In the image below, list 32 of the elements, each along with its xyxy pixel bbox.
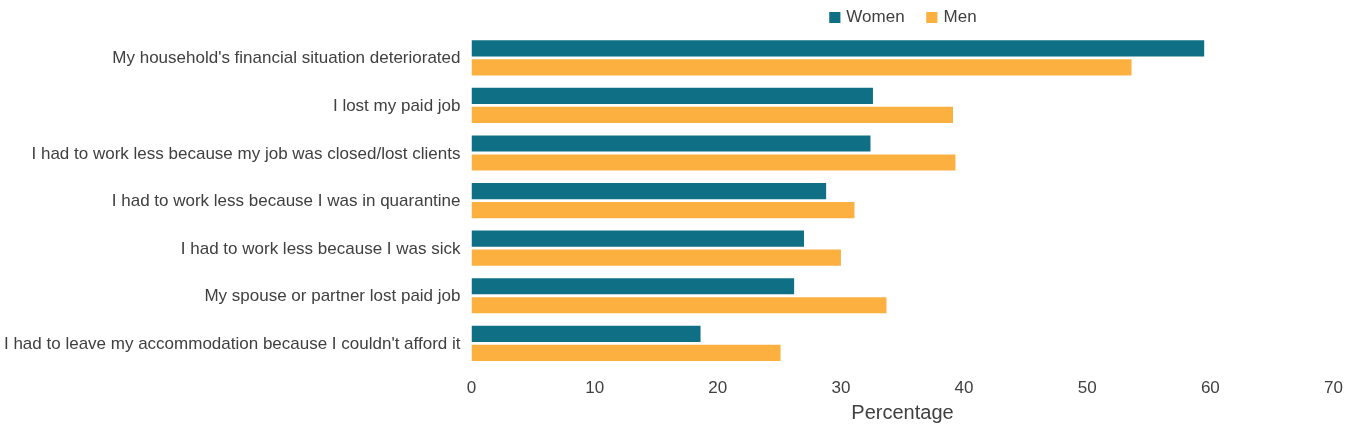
bar	[471, 230, 804, 247]
x-tick-label: 20	[708, 377, 728, 397]
bar	[471, 106, 953, 124]
y-tick-label: I had to leave my accommodation because I couldn't afford it	[3, 333, 461, 353]
x-tick-label: 50	[1077, 377, 1097, 397]
y-tick-label: My household's financial situation deteriorated	[112, 48, 461, 68]
x-axis-title: Percentage	[851, 400, 954, 423]
bar	[471, 154, 956, 171]
x-tick-label: 70	[1324, 377, 1343, 397]
bar	[471, 297, 887, 314]
bar	[471, 135, 871, 152]
x-tick-label: 40	[954, 377, 974, 397]
x-tick-label: 10	[585, 377, 605, 397]
bar	[471, 278, 795, 295]
y-tick-label: I lost my paid job	[332, 95, 461, 115]
x-tick-label: 60	[1200, 377, 1220, 397]
y-tick-label: My spouse or partner lost paid job	[204, 286, 461, 306]
legend-label: Men	[943, 7, 977, 27]
bar	[471, 344, 781, 361]
legend-label: Women	[846, 7, 905, 27]
x-tick-label: 0	[466, 377, 477, 397]
bar	[471, 87, 873, 104]
y-tick-label: I had to work less because my job was closed/lost clients	[31, 143, 461, 163]
bar	[471, 40, 1205, 57]
bar	[471, 59, 1132, 76]
bar	[471, 182, 827, 200]
x-tick-label: 30	[831, 377, 851, 397]
bar	[471, 202, 855, 219]
y-tick-label: I had to work less because I was in quarantine	[111, 191, 461, 211]
y-tick-label: I had to work less because I was sick	[180, 238, 461, 258]
bar	[471, 325, 701, 342]
bar	[471, 249, 841, 266]
